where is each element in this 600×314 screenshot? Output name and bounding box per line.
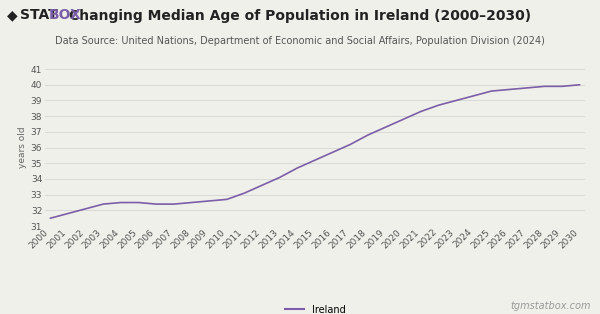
Text: ◆: ◆ xyxy=(7,8,18,22)
Text: tgmstatbox.com: tgmstatbox.com xyxy=(511,301,591,311)
Text: STAT: STAT xyxy=(20,8,58,22)
Text: Changing Median Age of Population in Ireland (2000–2030): Changing Median Age of Population in Ire… xyxy=(69,9,531,24)
Legend: Ireland: Ireland xyxy=(281,301,349,314)
Text: BOX: BOX xyxy=(49,8,82,22)
Y-axis label: years old: years old xyxy=(17,127,26,168)
Text: Data Source: United Nations, Department of Economic and Social Affairs, Populati: Data Source: United Nations, Department … xyxy=(55,36,545,46)
